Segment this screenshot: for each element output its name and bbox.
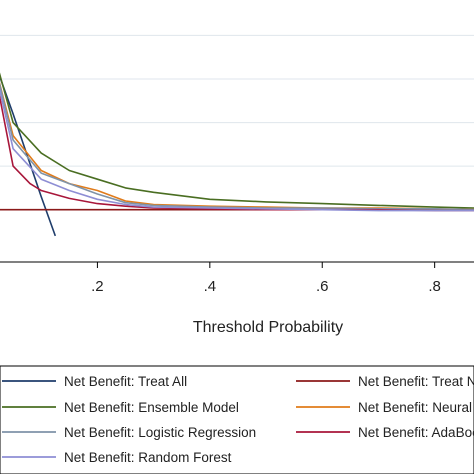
x-tick-label: .2 [91, 278, 104, 295]
legend-label: Net Benefit: Random Forest [64, 450, 232, 465]
legend-label: Net Benefit: Treat All [64, 374, 187, 389]
series-lines [0, 72, 474, 237]
legend: Net Benefit: Treat All Net Benefit: Treat… [0, 365, 474, 474]
series-line-4 [0, 82, 474, 211]
legend-label: Net Benefit: Treat None [358, 374, 474, 389]
legend-box [0, 365, 474, 474]
x-axis-ticks: .2 .4 .6 .8 [91, 262, 441, 295]
x-axis-title: Threshold Probability [193, 319, 343, 336]
x-tick-label: .4 [204, 278, 217, 295]
x-tick-label: .6 [316, 278, 329, 295]
series-line-0 [0, 74, 57, 237]
legend-label: Net Benefit: Ensemble Model [64, 400, 239, 415]
series-line-2 [0, 72, 474, 209]
legend-label: Net Benefit: AdaBoost [358, 425, 474, 440]
gridlines [0, 34, 474, 167]
legend-label: Net Benefit: Logistic Regression [64, 425, 256, 440]
legend-label: Net Benefit: Neural Network [358, 400, 474, 415]
x-tick-label: .8 [428, 278, 441, 295]
series-line-6 [0, 87, 474, 212]
